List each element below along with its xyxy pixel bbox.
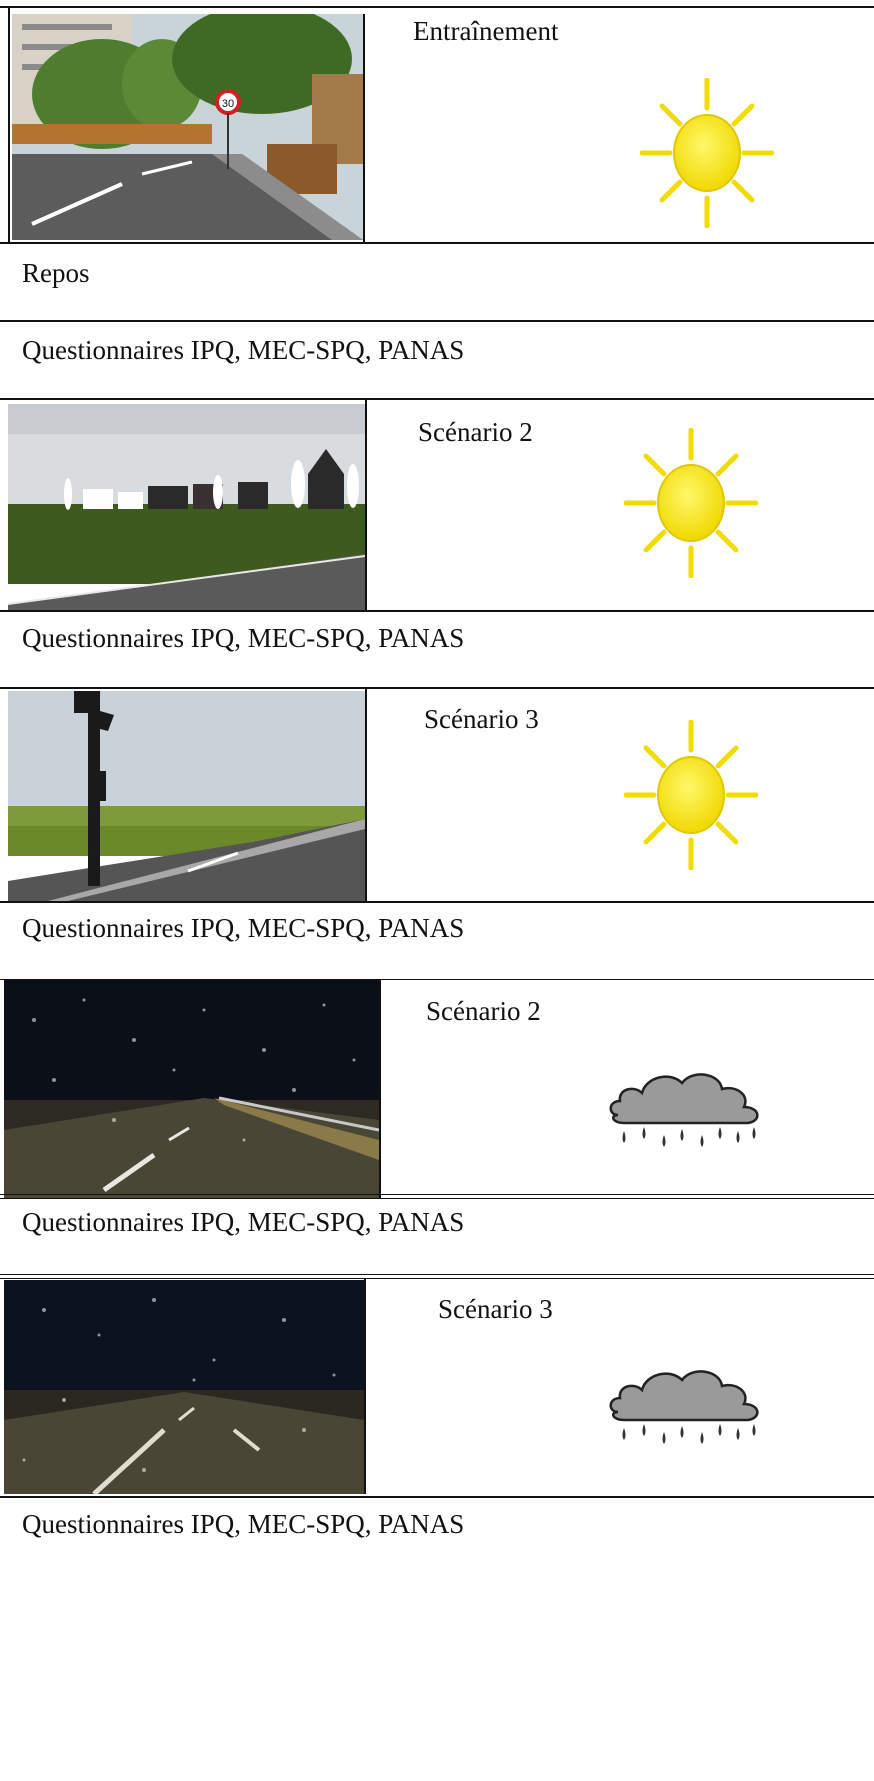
- row-label: Questionnaires IPQ, MEC-SPQ, PANAS: [22, 1207, 465, 1237]
- row-divider: [0, 1198, 874, 1199]
- row-label: Repos: [22, 258, 90, 288]
- row-divider: [0, 320, 874, 322]
- row-label: Questionnaires IPQ, MEC-SPQ, PANAS: [22, 623, 465, 653]
- table-left-border: [8, 6, 10, 242]
- cell-divider: [365, 689, 367, 901]
- traffic-light-road-photo: [8, 691, 365, 901]
- row-divider: [0, 1278, 874, 1279]
- row-label: Questionnaires IPQ, MEC-SPQ, PANAS: [22, 1509, 465, 1539]
- row-label: Questionnaires IPQ, MEC-SPQ, PANAS: [22, 913, 465, 943]
- scenario-title: Scénario 3: [438, 1294, 553, 1324]
- city-street-photo: 30: [12, 14, 363, 240]
- rain-cloud-icon: [604, 1362, 768, 1454]
- scenario-title: Scénario 2: [426, 996, 541, 1026]
- row-divider: [0, 1194, 874, 1195]
- row-divider: [0, 901, 874, 903]
- sun-icon: [624, 428, 758, 578]
- sun-icon: [624, 720, 758, 870]
- table-top-border: [0, 6, 874, 8]
- row-divider: [0, 1496, 874, 1498]
- cell-divider: [379, 980, 381, 1198]
- row-divider: [0, 687, 874, 689]
- village-road-photo: [8, 404, 365, 610]
- night-snow-road-photo: [4, 1280, 364, 1494]
- scenario-title: Scénario 2: [418, 417, 533, 447]
- row-divider: [0, 610, 874, 612]
- row-divider: [0, 242, 874, 244]
- scenario-title: Entraînement: [413, 16, 559, 46]
- row-divider: [0, 1274, 874, 1275]
- svg-text:30: 30: [222, 98, 234, 110]
- rain-cloud-icon: [604, 1065, 768, 1157]
- cell-divider: [364, 1278, 366, 1494]
- cell-divider: [365, 400, 367, 610]
- row-divider: [0, 979, 874, 980]
- cell-divider: [363, 14, 365, 242]
- row-label: Questionnaires IPQ, MEC-SPQ, PANAS: [22, 335, 465, 365]
- scenario-title: Scénario 3: [424, 704, 539, 734]
- row-divider: [0, 398, 874, 400]
- night-snow-guardrail-photo: [4, 980, 379, 1198]
- sun-icon: [640, 78, 774, 228]
